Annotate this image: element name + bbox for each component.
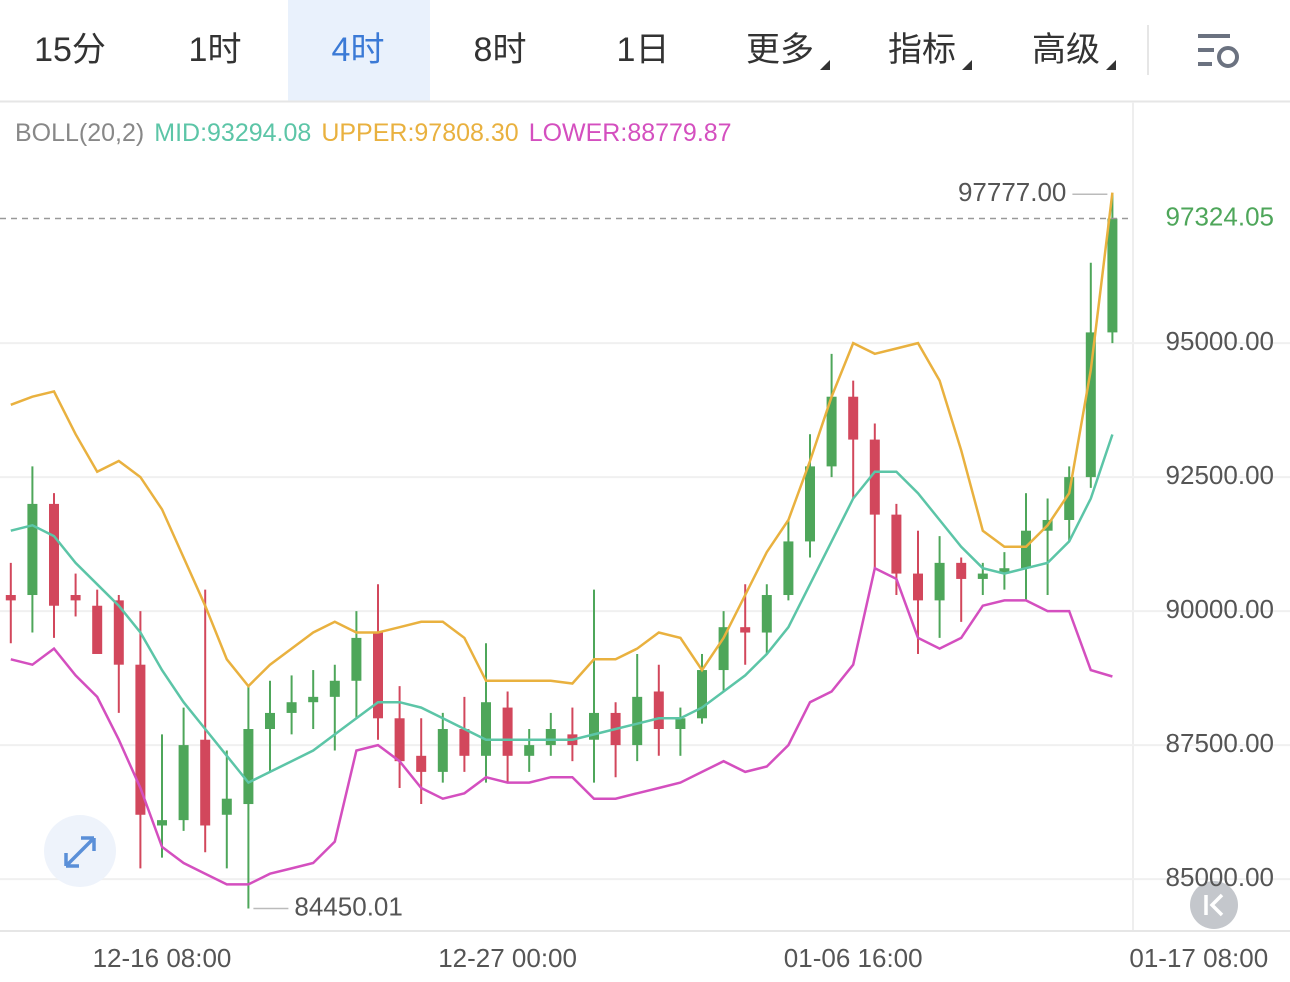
- band-line: [10, 192, 1114, 688]
- candle-body: [934, 562, 945, 601]
- scroll-to-latest-button[interactable]: [1190, 881, 1238, 929]
- tab[interactable]: 4时: [332, 31, 385, 69]
- candle-body: [1064, 477, 1075, 520]
- x-tick-label: 01-17 08:00: [1129, 943, 1268, 973]
- candle-body: [308, 696, 319, 703]
- candle-body: [1021, 530, 1031, 569]
- candle-body: [589, 712, 599, 740]
- candle-body: [27, 503, 38, 596]
- candle-body: [200, 739, 211, 826]
- candle-body: [394, 718, 405, 762]
- tab-selected-bg: [288, 0, 430, 101]
- candle-body: [265, 712, 275, 730]
- last-price-label: 97324.05: [1166, 201, 1274, 231]
- dropdown-arrow: [1106, 60, 1116, 70]
- y-tick-label: 92500.00: [1166, 460, 1274, 490]
- dropdown-arrow: [962, 60, 972, 70]
- x-tick-label: 12-16 08:00: [93, 943, 232, 973]
- candle-body: [502, 707, 513, 756]
- candle-body: [178, 745, 189, 821]
- candle-body: [545, 729, 556, 746]
- candle-body: [351, 637, 362, 681]
- tab[interactable]: 高级: [1032, 31, 1100, 69]
- candle-body: [999, 568, 1010, 574]
- candle-body: [653, 691, 664, 730]
- candle-body: [891, 514, 902, 574]
- candle-body: [524, 745, 535, 756]
- candle-body: [783, 541, 794, 596]
- candle-body: [243, 729, 254, 805]
- settings-icon[interactable]: [1198, 34, 1239, 68]
- candle-body: [977, 573, 988, 579]
- y-tick-label: 87500.00: [1166, 728, 1274, 758]
- tab[interactable]: 15分: [34, 31, 106, 69]
- tab[interactable]: 更多: [746, 31, 814, 69]
- y-tick-label: 85000.00: [1166, 862, 1274, 892]
- tab[interactable]: 指标: [888, 31, 956, 69]
- candle-body: [286, 702, 297, 713]
- candle-body: [135, 664, 146, 815]
- low-marker-label: 84450.01: [294, 891, 402, 921]
- tab[interactable]: 1日: [617, 31, 670, 69]
- indicator-name: BOLL(20,2): [15, 119, 144, 147]
- tab[interactable]: 8时: [474, 31, 527, 69]
- x-tick-label: 01-06 16:00: [784, 943, 923, 973]
- dropdown-arrows: [820, 60, 1116, 70]
- candle-body: [805, 466, 815, 542]
- candle-body: [49, 503, 59, 606]
- band-line: [10, 566, 1113, 886]
- legend-value: 88779.87: [627, 119, 731, 147]
- candle-body: [869, 439, 880, 515]
- candle-body: [437, 729, 448, 772]
- candle-body: [697, 670, 707, 719]
- candle-body: [675, 718, 686, 730]
- candle-body: [92, 605, 103, 654]
- legend-name: MID:: [154, 119, 207, 147]
- candle-body: [761, 595, 772, 633]
- candle-body: [113, 600, 124, 665]
- dropdown-arrow: [820, 60, 830, 70]
- candle-body: [5, 595, 16, 601]
- candle-body: [848, 396, 859, 440]
- y-tick-label: 90000.00: [1166, 594, 1274, 624]
- legend-value: 97808.30: [414, 119, 518, 147]
- candle-body: [826, 396, 837, 467]
- candle-body: [1085, 332, 1096, 478]
- legend-name: LOWER:: [529, 119, 628, 147]
- candle-body: [1107, 218, 1118, 333]
- candle-body: [329, 680, 340, 697]
- legend-value: 93294.08: [207, 119, 311, 147]
- legend-name: UPPER:: [321, 119, 414, 147]
- candle-body: [956, 562, 967, 579]
- y-tick-label: 95000.00: [1166, 326, 1274, 356]
- candle-body: [459, 729, 470, 756]
- expand-button[interactable]: [44, 815, 116, 887]
- candle-body: [718, 627, 729, 671]
- high-marker-label: 97777.00: [958, 177, 1066, 207]
- indicator-legend: BOLL(20,2) MID:93294.08 UPPER:97808.30 LOWE…: [15, 119, 732, 147]
- x-tick-label: 12-27 00:00: [438, 943, 577, 973]
- tab[interactable]: 1时: [189, 31, 242, 69]
- candle-body: [221, 798, 232, 815]
- candle-body: [740, 627, 751, 633]
- candle-body: [481, 702, 491, 756]
- candle-body: [157, 820, 167, 826]
- candle-body: [373, 632, 383, 719]
- candle-body: [70, 595, 81, 601]
- plot: [0, 192, 1290, 909]
- candle-body: [632, 696, 643, 746]
- candle-body: [416, 755, 427, 772]
- candle-body: [913, 573, 923, 601]
- band-line: [10, 434, 1114, 785]
